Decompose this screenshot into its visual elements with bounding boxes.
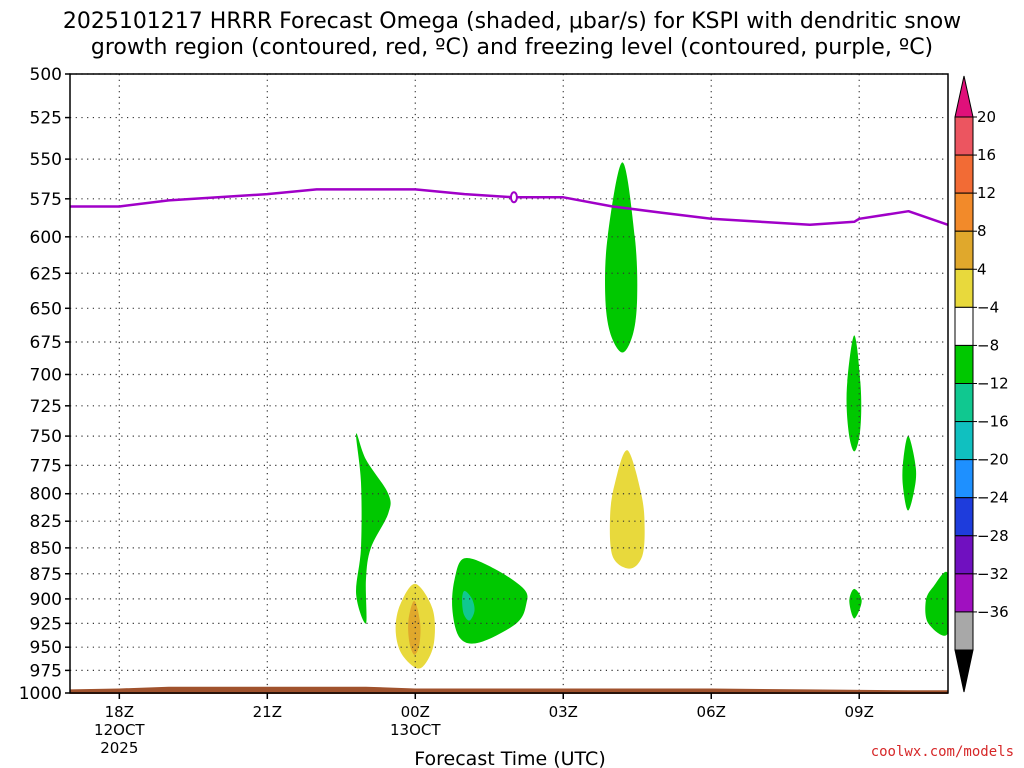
colorbar-swatch-4 (954, 230, 974, 270)
colorbar-swatch-10 (954, 459, 974, 499)
y-tick-label-800: 800 (30, 485, 62, 505)
colorbar-label-10: −20 (977, 451, 1009, 469)
y-tick-label-825: 825 (30, 512, 62, 532)
colorbar-swatch-11 (954, 497, 974, 537)
y-tick-label-975: 975 (30, 661, 62, 681)
plot-border (69, 73, 949, 694)
colorbar-label-6: −4 (977, 298, 999, 316)
colorbar-swatch-2 (954, 154, 974, 194)
y-tick-label-950: 950 (30, 638, 62, 658)
colorbar-label-14: −36 (977, 603, 1009, 621)
x-tick-year-18Z: 2025 (100, 739, 138, 757)
colorbar-swatch-14 (954, 611, 974, 651)
y-tick-label-675: 675 (30, 333, 62, 353)
colorbar-top-triangle (954, 75, 974, 118)
colorbar-label-4: 8 (977, 222, 987, 240)
y-tick-label-500: 500 (30, 65, 62, 85)
y-tick-label-525: 525 (30, 109, 62, 129)
colorbar-label-2: 16 (977, 146, 996, 164)
omega-region-4 (356, 433, 391, 624)
colorbar-label-7: −8 (977, 336, 999, 354)
y-tick-label-850: 850 (30, 539, 62, 559)
colorbar-label-5: 4 (977, 260, 987, 278)
omega-region-2 (846, 335, 862, 452)
colorbar: 20 16 12 8 4 −4 −8 −12 −16 −20 −24 −28 −32 −36 (954, 75, 1009, 693)
surface-terrain-fill (70, 686, 948, 694)
x-axis-label: Forecast Time (UTC) (414, 748, 605, 768)
omega-region-10 (849, 588, 862, 619)
omega-region-5 (609, 450, 645, 569)
omega-region-1 (605, 162, 638, 353)
y-tick-label-925: 925 (30, 614, 62, 634)
colorbar-label-11: −24 (977, 489, 1009, 507)
omega-shaded-regions (356, 162, 948, 669)
y-tick-label-600: 600 (30, 228, 62, 248)
x-tick-label-18Z: 18Z (105, 703, 134, 721)
y-tick-label-650: 650 (30, 299, 62, 319)
chart-title-line2: growth region (contoured, red, ºC) and f… (91, 35, 933, 60)
omega-region-9 (462, 590, 475, 621)
y-axis-ticks: 500 525 550 575 600 625 650 675 700 725 750 775 800 8… (19, 65, 70, 704)
y-tick-label-625: 625 (30, 264, 62, 284)
freezing-level-line (70, 188, 948, 227)
omega-region-3 (902, 435, 917, 511)
colorbar-swatch-12 (954, 535, 974, 575)
omega-region-7 (408, 600, 421, 655)
colorbar-swatch-6 (954, 306, 974, 346)
grid-lines (70, 73, 948, 694)
x-tick-label-00Z: 00Z (401, 703, 430, 721)
colorbar-bottom-triangle (954, 649, 974, 693)
y-tick-label-550: 550 (30, 150, 62, 170)
y-tick-label-750: 750 (30, 427, 62, 447)
y-tick-label-1000: 1000 (19, 684, 62, 704)
x-tick-date-18Z: 12OCT (94, 721, 145, 739)
y-tick-label-725: 725 (30, 397, 62, 417)
y-tick-label-875: 875 (30, 565, 62, 585)
colorbar-swatch-1 (954, 116, 974, 156)
x-tick-label-06Z: 06Z (697, 703, 726, 721)
x-tick-label-21Z: 21Z (253, 703, 282, 721)
colorbar-swatch-13 (954, 573, 974, 613)
colorbar-label-13: −32 (977, 565, 1009, 583)
omega-region-8 (452, 558, 528, 644)
colorbar-swatch-7 (954, 344, 974, 384)
colorbar-swatch-3 (954, 192, 974, 232)
colorbar-label-1: 20 (977, 108, 996, 126)
y-tick-label-775: 775 (30, 456, 62, 476)
plot-frame (69, 73, 949, 694)
omega-region-11 (925, 571, 948, 636)
colorbar-label-12: −28 (977, 527, 1009, 545)
x-tick-date-00Z: 13OCT (390, 721, 441, 739)
y-tick-label-700: 700 (30, 365, 62, 385)
chart-title-line1: 2025101217 HRRR Forecast Omega (shaded, … (63, 9, 961, 34)
x-tick-label-03Z: 03Z (549, 703, 578, 721)
colorbar-label-9: −16 (977, 413, 1009, 431)
y-tick-label-575: 575 (30, 190, 62, 210)
y-tick-label-900: 900 (30, 590, 62, 610)
freezing-level-label-marker (509, 191, 518, 204)
surface-terrain (70, 686, 948, 694)
credit-text: coolwx.com/models (871, 744, 1014, 760)
freezing-level-contour (70, 188, 948, 227)
colorbar-label-8: −12 (977, 375, 1009, 393)
colorbar-swatch-5 (954, 268, 974, 308)
colorbar-swatch-8 (954, 383, 974, 423)
colorbar-label-3: 12 (977, 184, 996, 202)
x-tick-label-09Z: 09Z (845, 703, 874, 721)
colorbar-swatch-9 (954, 421, 974, 461)
